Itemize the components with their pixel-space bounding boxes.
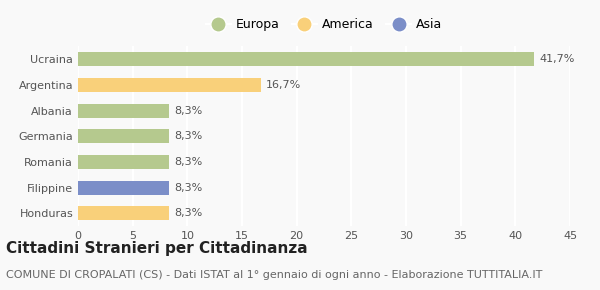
Bar — [78, 52, 534, 66]
Text: 8,3%: 8,3% — [174, 131, 202, 141]
Text: 8,3%: 8,3% — [174, 208, 202, 218]
Text: 16,7%: 16,7% — [266, 80, 301, 90]
Text: 41,7%: 41,7% — [539, 54, 575, 64]
Text: 8,3%: 8,3% — [174, 157, 202, 167]
Legend: Europa, America, Asia: Europa, America, Asia — [200, 13, 448, 36]
Text: 8,3%: 8,3% — [174, 106, 202, 116]
Bar — [78, 104, 169, 118]
Bar — [78, 181, 169, 195]
Text: Cittadini Stranieri per Cittadinanza: Cittadini Stranieri per Cittadinanza — [6, 241, 308, 256]
Bar — [78, 78, 260, 92]
Bar — [78, 129, 169, 143]
Text: COMUNE DI CROPALATI (CS) - Dati ISTAT al 1° gennaio di ogni anno - Elaborazione : COMUNE DI CROPALATI (CS) - Dati ISTAT al… — [6, 270, 542, 280]
Bar — [78, 155, 169, 169]
Bar — [78, 206, 169, 220]
Text: 8,3%: 8,3% — [174, 183, 202, 193]
